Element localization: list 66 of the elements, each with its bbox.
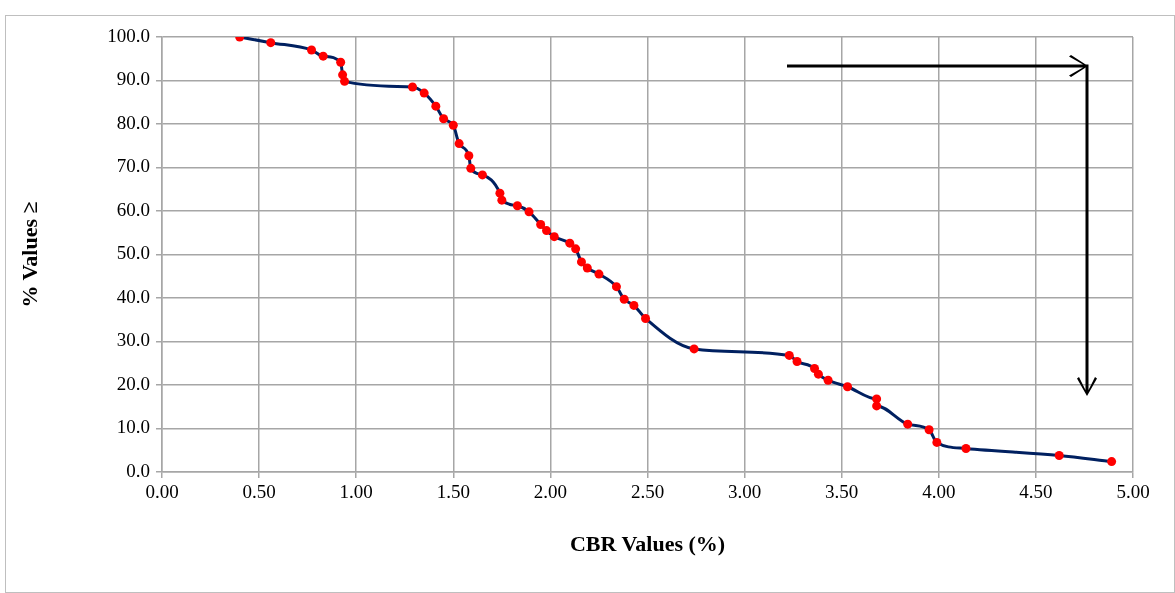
point [813, 369, 823, 379]
y-tick-label: 80.0 [116, 111, 150, 133]
point [477, 170, 487, 180]
point [792, 357, 802, 367]
y-axis-title: % Values ≥ [16, 201, 42, 308]
x-tick-label: 0.50 [242, 481, 276, 503]
point [497, 195, 507, 205]
x-tick-label: 2.50 [630, 481, 665, 503]
y-tick-label: 90.0 [116, 68, 150, 90]
point [641, 313, 651, 323]
x-tick-label: 4.00 [922, 481, 956, 503]
point [464, 151, 474, 161]
point [536, 219, 546, 229]
point [565, 238, 575, 248]
point [431, 101, 441, 111]
x-tick-label: 1.00 [339, 481, 373, 503]
point [512, 201, 522, 211]
x-tick-label: 4.50 [1019, 481, 1053, 503]
x-tick-label: 3.50 [825, 481, 859, 503]
point [524, 207, 534, 217]
point [582, 263, 592, 273]
point [611, 282, 621, 292]
point [932, 437, 942, 447]
y-tick-label: 50.0 [116, 242, 150, 264]
point [439, 114, 449, 124]
y-tick-label: 60.0 [116, 198, 150, 220]
x-tick-label: 3.00 [727, 481, 762, 503]
y-tick-label: 0.0 [126, 459, 150, 481]
point [576, 257, 586, 267]
point [619, 294, 629, 304]
point [318, 51, 328, 61]
x-axis-title: CBR Values (%) [569, 531, 726, 557]
point [549, 232, 559, 242]
point [336, 57, 346, 67]
point [961, 444, 971, 454]
point [466, 163, 476, 173]
point [408, 82, 418, 92]
point [689, 344, 699, 354]
point [784, 350, 794, 360]
y-tick-label: 10.0 [116, 416, 150, 438]
point [1107, 457, 1117, 467]
x-tick-label: 5.00 [1116, 481, 1150, 503]
point [307, 45, 317, 55]
point [454, 139, 464, 149]
point [542, 226, 552, 236]
point [629, 300, 639, 310]
point [924, 425, 934, 435]
point [1054, 450, 1064, 460]
point [872, 401, 882, 411]
x-tick-label: 1.50 [436, 481, 470, 503]
point [903, 419, 913, 429]
y-tick-label: 30.0 [116, 329, 150, 351]
x-tick-label: 0.00 [145, 481, 179, 503]
point [594, 269, 604, 279]
point [571, 244, 581, 254]
point [340, 76, 350, 86]
point [448, 120, 458, 130]
point [266, 38, 276, 48]
point [843, 382, 853, 392]
point [823, 375, 833, 385]
x-tick-label: 2.00 [533, 481, 568, 503]
y-tick-label: 70.0 [116, 155, 150, 177]
y-tick-label: 40.0 [116, 285, 150, 307]
point [419, 88, 429, 98]
y-tick-label: 20.0 [116, 372, 150, 394]
y-tick-label: 100.0 [107, 24, 150, 46]
